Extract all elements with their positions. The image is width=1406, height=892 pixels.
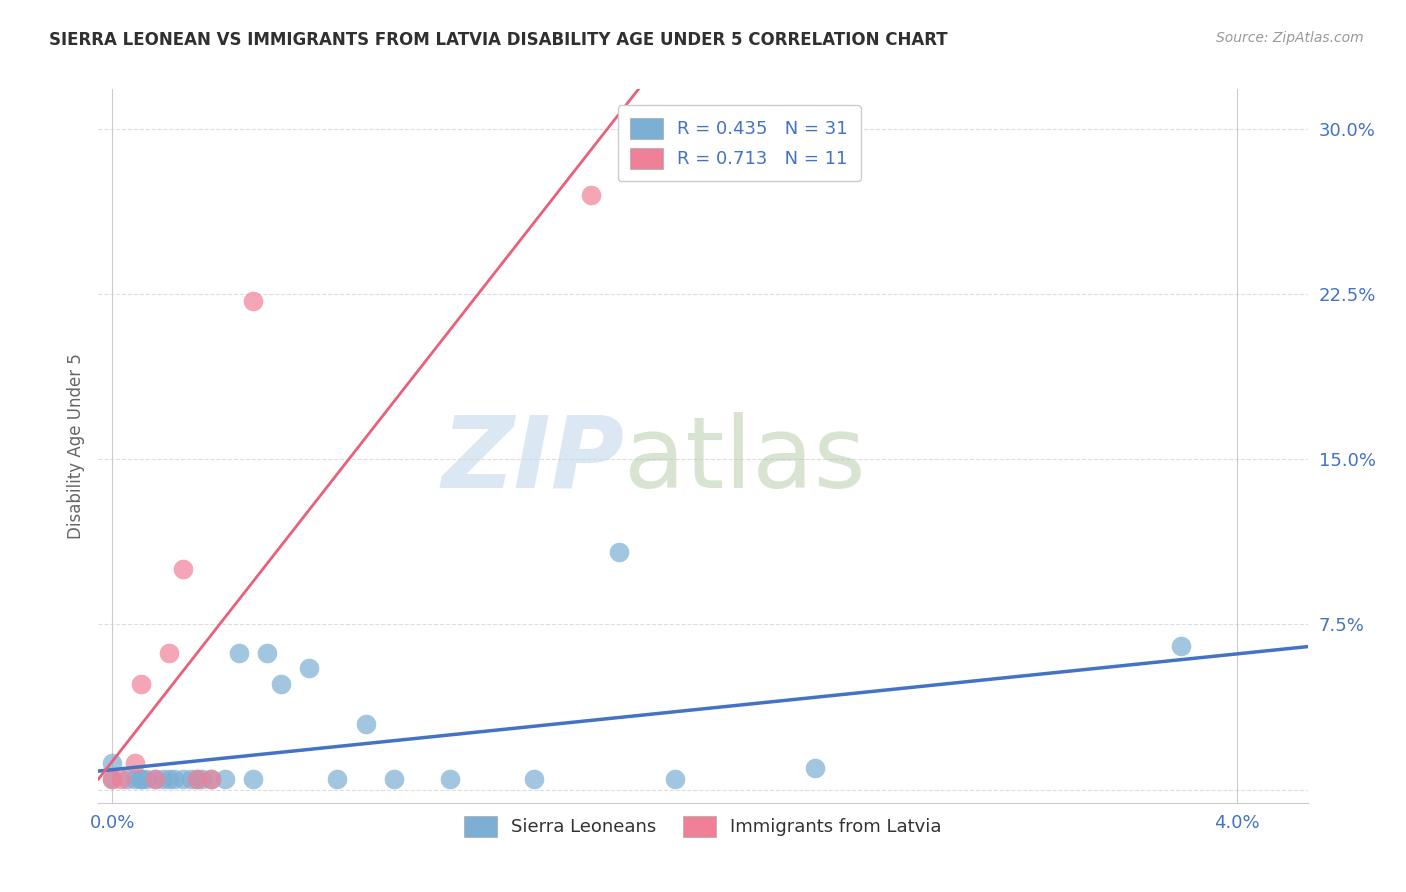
Point [326,772,349,786]
Point [163,772,186,786]
Point [804,760,827,774]
Point [523,772,546,786]
Point [124,772,146,786]
Point [186,772,208,786]
Point [101,772,124,786]
Point [157,772,180,786]
Text: ZIP: ZIP [441,412,624,508]
Point [172,772,194,786]
Point [172,562,194,576]
Point [228,646,250,660]
Point [143,772,166,786]
Point [214,772,236,786]
Point [270,677,292,691]
Point [191,772,214,786]
Point [242,772,264,786]
Point [664,772,686,786]
Point [180,772,202,786]
Point [242,293,264,308]
Point [256,646,278,660]
Point [607,545,630,559]
Point [129,772,152,786]
Text: SIERRA LEONEAN VS IMMIGRANTS FROM LATVIA DISABILITY AGE UNDER 5 CORRELATION CHAR: SIERRA LEONEAN VS IMMIGRANTS FROM LATVIA… [49,31,948,49]
Point [354,716,377,731]
Point [200,772,222,786]
Text: atlas: atlas [624,412,866,508]
Legend: Sierra Leoneans, Immigrants from Latvia: Sierra Leoneans, Immigrants from Latvia [457,808,949,844]
Point [124,756,146,771]
Point [152,772,174,786]
Text: Source: ZipAtlas.com: Source: ZipAtlas.com [1216,31,1364,45]
Point [101,772,124,786]
Point [186,772,208,786]
Point [439,772,461,786]
Point [1170,640,1192,654]
Point [579,188,602,202]
Point [129,772,152,786]
Point [200,772,222,786]
Point [143,772,166,786]
Point [135,772,157,786]
Point [298,661,321,675]
Point [110,772,132,786]
Point [382,772,405,786]
Point [115,772,138,786]
Point [129,677,152,691]
Y-axis label: Disability Age Under 5: Disability Age Under 5 [66,353,84,539]
Point [157,646,180,660]
Point [101,756,124,771]
